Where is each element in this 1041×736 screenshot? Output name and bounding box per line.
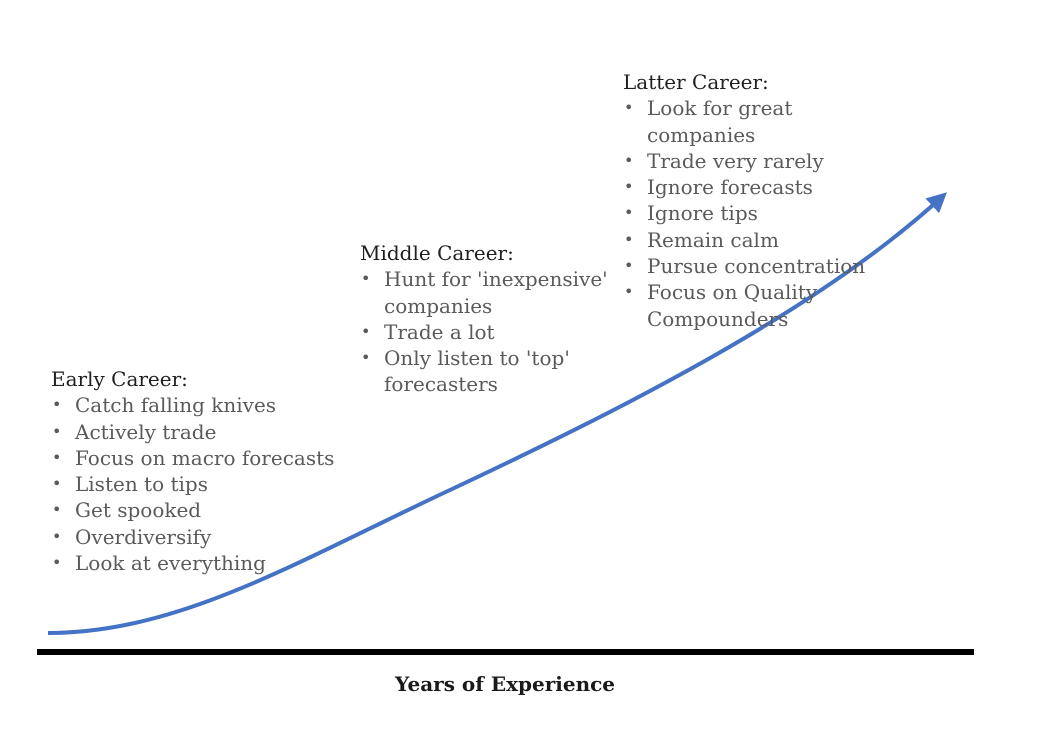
latter-career-heading: Latter Career: <box>623 70 769 94</box>
list-item: • Hunt for 'inexpensive' companies <box>361 267 608 318</box>
bullet-icon: • <box>624 98 634 118</box>
bullet-icon: • <box>624 150 634 170</box>
middle-career-heading: Middle Career: <box>360 241 514 265</box>
experience-curve <box>47 192 947 635</box>
list-item: • Catch falling knives <box>52 393 277 418</box>
list-item: • Pursue concentration <box>624 254 866 279</box>
list-item: • Listen to tips <box>52 472 208 497</box>
list-item: • Focus on macro forecasts <box>52 445 335 470</box>
early-career-block: Early Career: • Catch falling knives • Act… <box>51 366 351 576</box>
bullet-icon: • <box>52 500 62 520</box>
middle-career-block: Middle Career: • Hunt for 'inexpensive' c… <box>360 240 625 398</box>
latter-career-list: • Look for great companies • Trade very ra… <box>623 95 898 332</box>
list-item: • Trade very rarely <box>624 148 824 173</box>
list-item: • Look at everything <box>52 551 266 576</box>
bullet-icon: • <box>52 526 62 546</box>
list-item: • Ignore tips <box>624 201 758 226</box>
x-axis-label: Years of Experience <box>394 672 616 696</box>
bullet-icon: • <box>624 177 634 197</box>
bullet-icon: • <box>52 553 62 573</box>
early-career-heading: Early Career: <box>51 367 188 391</box>
list-item: • Trade a lot <box>361 319 495 344</box>
list-item: • Focus on Quality Compounders <box>624 280 818 331</box>
bullet-icon: • <box>361 321 371 341</box>
list-item: • Only listen to 'top' forecasters <box>361 346 570 397</box>
list-item: • Overdiversify <box>52 524 212 549</box>
bullet-icon: • <box>52 447 62 467</box>
latter-career-block: Latter Career: • Look for great companies… <box>623 69 898 332</box>
bullet-icon: • <box>624 229 634 249</box>
bullet-icon: • <box>624 282 634 302</box>
list-item: • Get spooked <box>52 498 202 523</box>
bullet-icon: • <box>52 395 62 415</box>
early-career-list: • Catch falling knives • Actively trade • F… <box>51 392 351 576</box>
bullet-icon: • <box>52 421 62 441</box>
list-item: • Actively trade <box>52 419 217 444</box>
bullet-icon: • <box>52 474 62 494</box>
list-item: • Remain calm <box>624 227 779 252</box>
list-item: • Ignore forecasts <box>624 175 813 200</box>
bullet-icon: • <box>624 203 634 223</box>
x-axis-line <box>37 649 974 655</box>
bullet-icon: • <box>361 269 371 289</box>
bullet-icon: • <box>361 348 371 368</box>
bullet-icon: • <box>624 256 634 276</box>
middle-career-list: • Hunt for 'inexpensive' companies • Trade… <box>360 266 625 397</box>
list-item: • Look for great companies <box>624 96 793 147</box>
